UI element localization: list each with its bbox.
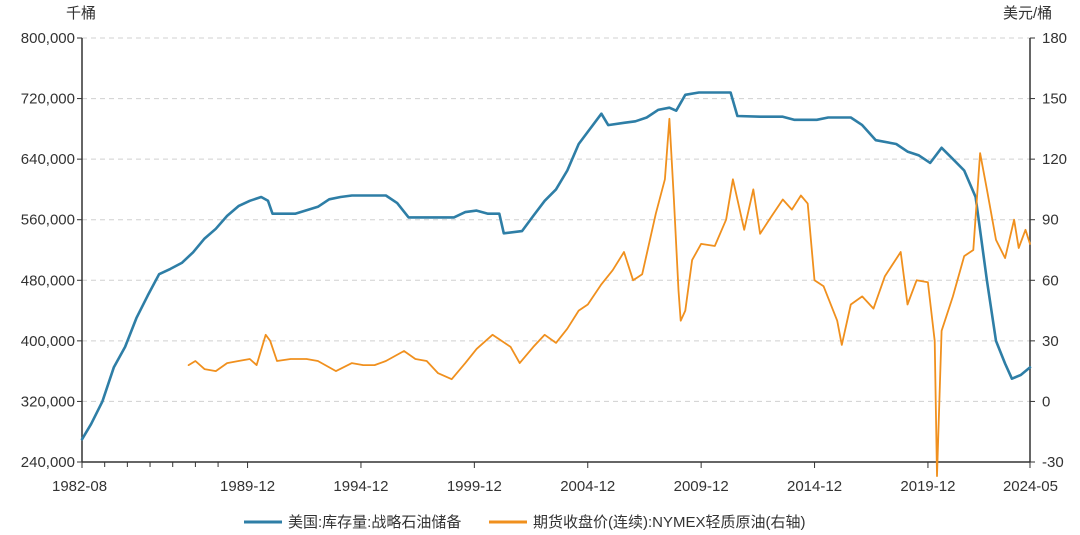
left-tick-label: 240,000: [21, 454, 75, 471]
legend-label-spr: 美国:库存量:战略石油储备: [288, 514, 461, 531]
series-lines: [80, 91, 1032, 478]
right-tick-label: 180: [1042, 30, 1067, 47]
x-tick-label: 1994-12: [333, 478, 388, 495]
left-tick-label: 720,000: [21, 91, 75, 108]
x-tick-label: 2014-12: [787, 478, 842, 495]
x-tick-label: 1982-08: [52, 478, 107, 495]
left-tick-label: 480,000: [21, 272, 75, 289]
right-axis-unit: 美元/桶: [1003, 5, 1052, 22]
spr-inventory-line: [80, 91, 1032, 441]
x-tick-label: 2019-12: [900, 478, 955, 495]
left-tick-label: 400,000: [21, 333, 75, 350]
right-tick-label: 0: [1042, 393, 1050, 410]
right-tick-label: 150: [1042, 91, 1067, 108]
right-tick-label: 30: [1042, 333, 1059, 350]
wti-price-line: [187, 117, 1031, 478]
x-tick-label: 1999-12: [447, 478, 502, 495]
left-tick-label: 640,000: [21, 151, 75, 168]
x-tick-label: 1989-12: [220, 478, 275, 495]
left-tick-label: 560,000: [21, 212, 75, 229]
left-axis-unit: 千桶: [66, 5, 96, 22]
legend: 美国:库存量:战略石油储备 期货收盘价(连续):NYMEX轻质原油(右轴): [244, 513, 806, 531]
x-tick-label: 2024-05: [1003, 478, 1058, 495]
tick-labels: 240,000 320,000 400,000 480,000 560,000 640,0…: [21, 30, 1067, 495]
x-tick-label: 2009-12: [674, 478, 729, 495]
right-tick-label: 90: [1042, 212, 1059, 229]
axes: [81, 38, 1031, 463]
left-tick-label: 320,000: [21, 393, 75, 410]
x-tick-label: 2004-12: [560, 478, 615, 495]
left-tick-label: 800,000: [21, 30, 75, 47]
right-tick-label: -30: [1042, 454, 1064, 471]
right-tick-label: 60: [1042, 272, 1059, 289]
right-tick-label: 120: [1042, 151, 1067, 168]
legend-label-wti: 期货收盘价(连续):NYMEX轻质原油(右轴): [533, 513, 806, 531]
